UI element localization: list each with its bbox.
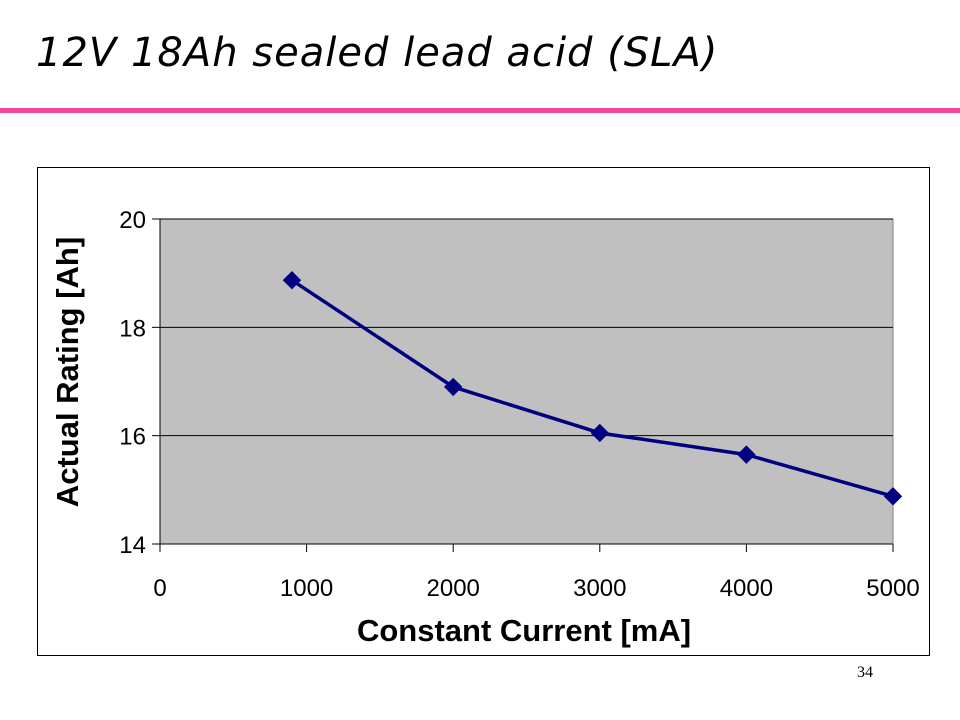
x-tick-label: 1000	[280, 575, 333, 602]
x-axis-title: Constant Current [mA]	[357, 613, 691, 648]
tick-labels: 14 16 18 20 0 1000 2000 3000 4000 5000	[119, 207, 919, 602]
y-tick-label: 16	[119, 424, 146, 451]
x-tick-label: 0	[153, 575, 166, 602]
data-point	[737, 445, 756, 464]
y-tick-label: 14	[119, 532, 146, 559]
y-axis-title: Actual Rating [Ah]	[50, 237, 85, 507]
y-tick-label: 18	[119, 315, 146, 342]
slide-title: 12V 18Ah sealed lead acid (SLA)	[36, 30, 719, 76]
page-number: 34	[857, 664, 873, 681]
plot-area	[159, 218, 894, 545]
grid-lines	[160, 218, 893, 437]
data-point	[883, 487, 903, 506]
axes	[152, 218, 894, 552]
x-tick-label: 5000	[866, 575, 919, 602]
series-layer	[282, 271, 903, 506]
data-point	[590, 423, 610, 443]
y-tick-label: 20	[119, 207, 146, 234]
x-tick-label: 2000	[427, 575, 480, 602]
title-divider	[0, 108, 960, 113]
data-point	[282, 271, 302, 290]
x-tick-label: 3000	[573, 575, 626, 602]
data-point	[443, 377, 463, 397]
x-tick-label: 4000	[720, 575, 773, 602]
